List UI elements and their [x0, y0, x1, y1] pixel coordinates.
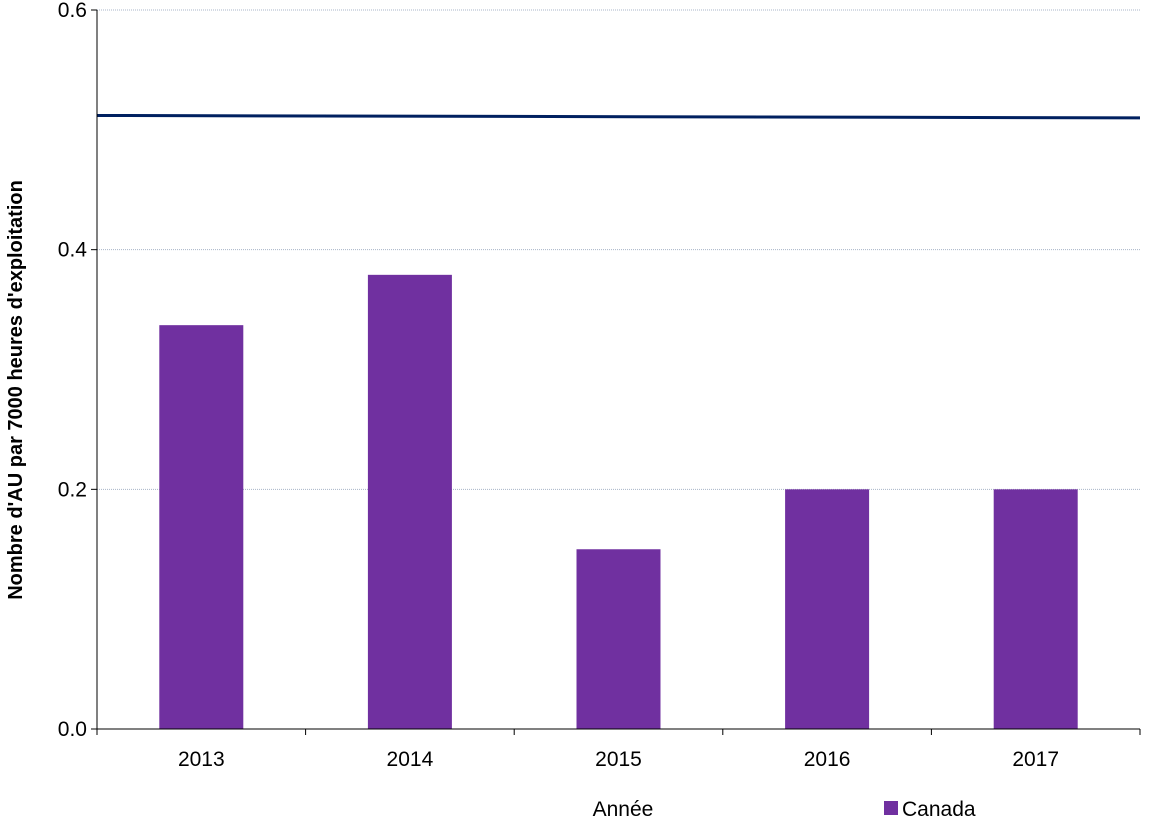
axes: [91, 9, 1141, 735]
y-tick-label: 0.2: [58, 478, 87, 501]
y-tick-label: 0.6: [58, 0, 87, 22]
x-tick-label-2016: 2016: [804, 748, 851, 771]
reference-line: [96, 113, 1141, 120]
x-tick-label-2014: 2014: [387, 748, 434, 771]
x-axis-title: Année: [593, 798, 654, 821]
bar-2015: [576, 549, 661, 729]
y-tick-label: 0.0: [58, 718, 87, 741]
bar-2014: [367, 274, 452, 729]
y-tick-label: 0.4: [58, 239, 88, 262]
x-tick-label-2015: 2015: [595, 748, 642, 771]
legend: Canada: [884, 798, 976, 821]
bars: [159, 274, 1078, 729]
bar-2013: [159, 325, 244, 729]
x-tick-labels: 2013 2014 2015 2016 2017: [178, 748, 1059, 771]
bar-2016: [785, 489, 870, 729]
y-tick-labels: 0.0 0.2 0.4 0.6: [58, 0, 88, 741]
gridlines: [97, 9, 1140, 490]
legend-swatch-canada: [884, 801, 898, 815]
x-tick-label-2017: 2017: [1012, 748, 1059, 771]
bar-2017: [993, 489, 1078, 729]
y-axis-title: Nombre d'AU par 7000 heures d'exploitati…: [5, 180, 27, 600]
x-tick-label-2013: 2013: [178, 748, 225, 771]
legend-label-canada: Canada: [902, 798, 976, 821]
